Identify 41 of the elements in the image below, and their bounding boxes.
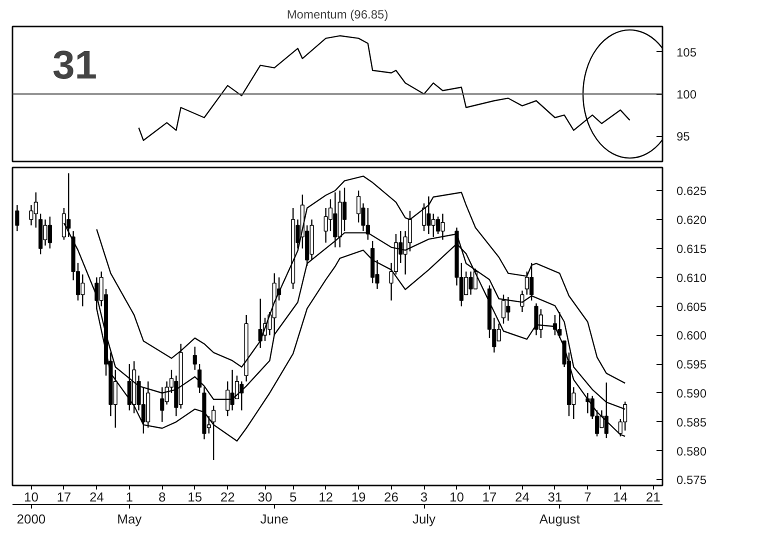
- y-tick-label: 0.610: [676, 270, 707, 285]
- x-tick-label: 22: [220, 490, 235, 504]
- x-tick-label: 5: [289, 490, 297, 504]
- x-tick-label: 10: [450, 490, 464, 504]
- x2-tick-label: August: [539, 512, 580, 526]
- x-tick-label: 14: [613, 490, 628, 504]
- x-tick-label: 7: [584, 490, 592, 504]
- y-tick-label: 0.585: [676, 415, 707, 430]
- x-tick-label: 17: [56, 490, 72, 504]
- y-tick-label: 0.600: [676, 328, 707, 343]
- y-tick-label: 0.605: [676, 300, 707, 314]
- y-tick-label: 100: [676, 88, 697, 102]
- y-tick-label: 0.620: [676, 213, 707, 228]
- y-tick-label: 95: [676, 130, 690, 144]
- x-tick-label: 24: [89, 490, 104, 504]
- x2-tick-label: June: [260, 512, 288, 526]
- y-tick-label: 0.580: [676, 444, 707, 458]
- x-tick-label: 12: [318, 490, 334, 504]
- x-tick-label: 21: [646, 490, 660, 504]
- y-tick-label: 105: [676, 45, 697, 60]
- x-tick-label: 17: [482, 490, 497, 504]
- y-tick-label: 0.595: [676, 358, 707, 372]
- x-tick-label: 26: [384, 490, 399, 504]
- x2-tick-label: July: [412, 512, 436, 526]
- y-tick-label: 0.625: [676, 184, 707, 198]
- x-tick-label: 1: [126, 490, 134, 504]
- x-tick-label: 10: [24, 490, 38, 504]
- y-tick-label: 0.615: [676, 242, 707, 256]
- x-tick-label: 31: [548, 490, 562, 504]
- x-tick-label: 3: [420, 490, 428, 504]
- x-tick-label: 15: [188, 490, 202, 504]
- x2-tick-label: 2000: [16, 512, 46, 526]
- y-tick-label: 0.590: [676, 386, 707, 400]
- x-tick-label: 8: [158, 490, 166, 504]
- x2-tick-label: May: [117, 512, 142, 526]
- x-tick-label: 24: [514, 490, 530, 504]
- annotation: 31: [52, 44, 97, 88]
- chart-title: Momentum (96.85): [286, 8, 388, 22]
- y-tick-label: 0.575: [676, 473, 707, 488]
- x-tick-label: 30: [258, 490, 272, 504]
- x-tick-label: 19: [351, 490, 366, 504]
